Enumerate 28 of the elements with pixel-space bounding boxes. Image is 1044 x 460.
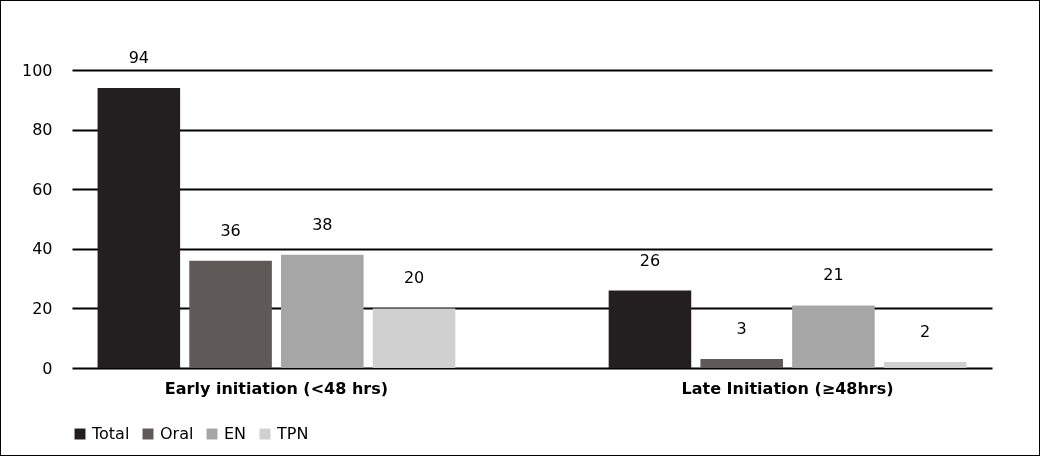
legend-label: EN (224, 424, 247, 443)
bar (700, 359, 783, 368)
y-tick-label: 100 (21, 60, 53, 80)
data-label: 36 (220, 220, 241, 240)
bar (189, 260, 272, 368)
data-label: 21 (823, 265, 844, 285)
bar (608, 290, 692, 368)
y-tick-label: 60 (32, 179, 53, 199)
bar (97, 87, 181, 368)
legend-label: Total (91, 424, 130, 443)
data-label: 20 (403, 268, 425, 288)
legend-label: Oral (160, 424, 194, 443)
bar (883, 362, 967, 368)
y-tick-label: 20 (32, 298, 53, 318)
bar (792, 305, 875, 368)
data-label: 2 (920, 322, 931, 342)
legend-label: TPN (276, 424, 309, 443)
x-tick-label: Late Initiation (≥48hrs) (681, 378, 894, 398)
data-label: 38 (312, 214, 333, 234)
bar (281, 254, 364, 368)
x-tick-label: Early initiation (<48 hrs) (164, 378, 389, 398)
y-tick-label: 0 (42, 358, 53, 378)
data-label: 26 (639, 250, 661, 270)
data-label: 3 (736, 319, 747, 339)
data-label: 94 (128, 47, 150, 67)
y-tick-label: 40 (32, 239, 53, 259)
y-tick-label: 80 (32, 120, 53, 140)
bar (372, 308, 456, 368)
